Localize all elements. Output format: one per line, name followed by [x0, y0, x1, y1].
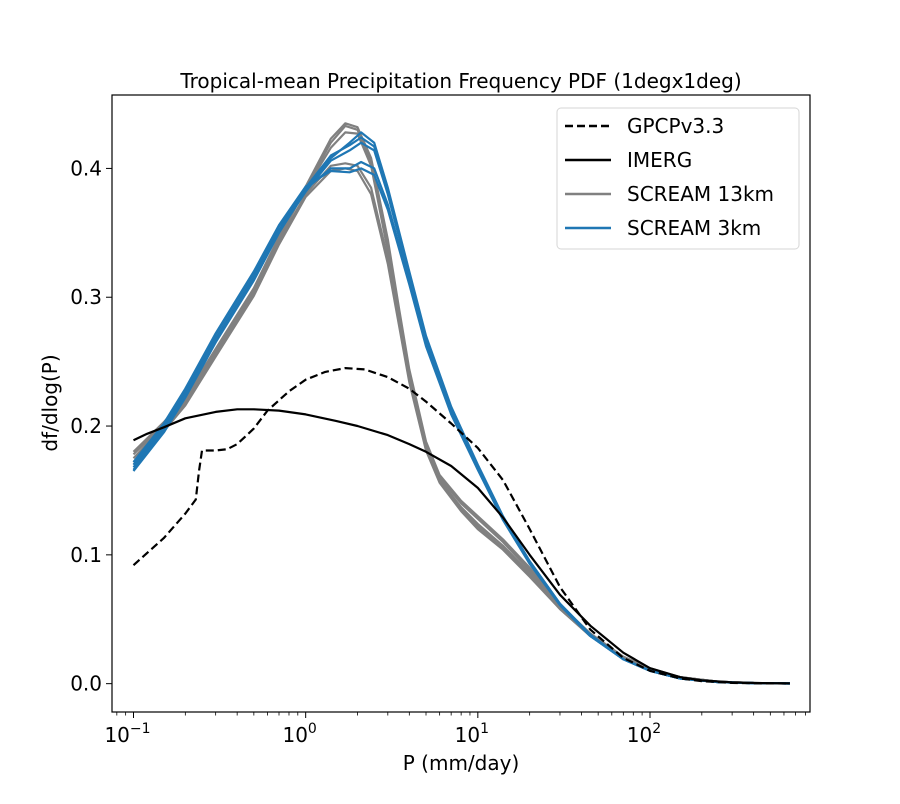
legend-label-imerg: IMERG: [627, 148, 692, 172]
legend-label-scream-13km: SCREAM 13km: [627, 182, 774, 206]
legend-label-gpcpv3-3: GPCPv3.3: [627, 114, 724, 138]
x-tick-label: 102: [627, 721, 661, 747]
series-line-scream-13km-5: [132, 167, 790, 685]
x-axis: 10−1 100 101 102: [104, 712, 806, 747]
y-tick-label: 0.1: [70, 543, 102, 567]
series-line-scream-13km-4: [132, 122, 790, 685]
x-tick-label: 100: [282, 721, 316, 747]
series-line-imerg: [133, 408, 790, 685]
x-tick-label: 10−1: [104, 721, 150, 747]
legend-label-scream-3km: SCREAM 3km: [627, 216, 761, 240]
y-tick-label: 0.0: [70, 672, 102, 696]
y-tick-label: 0.3: [70, 285, 102, 309]
series-line-scream-3km-5: [132, 167, 790, 685]
chart-title: Tropical-mean Precipitation Frequency PD…: [179, 69, 741, 93]
y-tick-label: 0.2: [70, 414, 102, 438]
x-axis-label: P (mm/day): [403, 751, 520, 775]
y-axis-label: df/dlog(P): [38, 354, 62, 451]
legend-box: [556, 107, 800, 250]
y-tick-label: 0.4: [70, 156, 102, 180]
series-layer: [132, 122, 790, 685]
legend: GPCPv3.3 IMERG SCREAM 13km SCREAM 3km: [556, 107, 800, 250]
y-axis: 0.0 0.1 0.2 0.3 0.4: [70, 156, 112, 696]
x-tick-label: 101: [455, 721, 489, 747]
